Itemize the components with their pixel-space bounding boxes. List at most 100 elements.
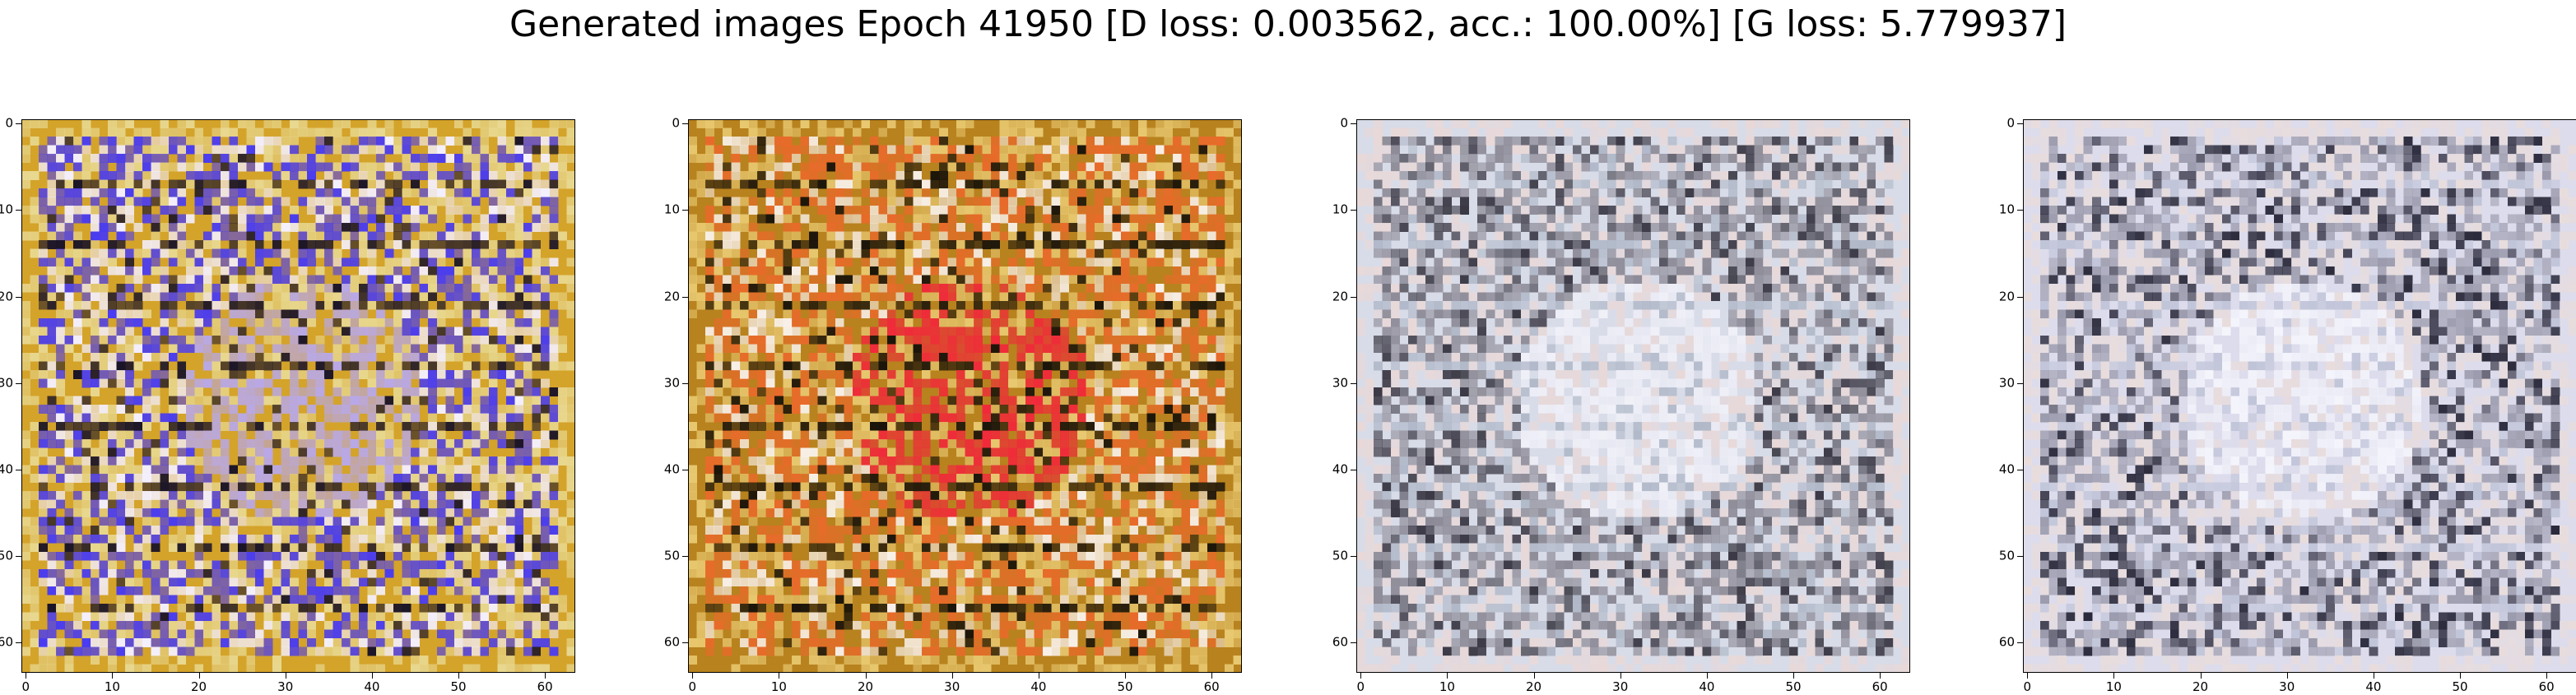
y-tick-label: 0 — [1340, 115, 1348, 131]
y-tick-mark — [16, 210, 21, 211]
x-tick-label: 40 — [2365, 679, 2382, 694]
x-tick-label: 0 — [1356, 679, 1365, 694]
x-tick-label: 10 — [2105, 679, 2122, 694]
y-tick-mark — [2017, 123, 2023, 125]
x-tick-label: 30 — [277, 679, 294, 694]
y-tick-label: 30 — [663, 375, 680, 391]
x-tick-mark — [2113, 673, 2115, 679]
x-tick-mark — [865, 673, 867, 679]
x-tick-mark — [951, 673, 953, 679]
y-tick-label: 60 — [1332, 634, 1348, 650]
x-tick-mark — [1125, 673, 1127, 679]
y-tick-mark — [16, 382, 21, 384]
y-tick-label: 40 — [1998, 461, 2015, 477]
x-tick-mark — [2286, 673, 2288, 679]
x-tick-mark — [692, 673, 694, 679]
y-tick-mark — [1351, 642, 1356, 644]
y-tick-mark — [1351, 382, 1356, 384]
x-tick-mark — [1706, 673, 1708, 679]
y-tick-mark — [682, 382, 688, 384]
x-tick-label: 60 — [1203, 679, 1220, 694]
y-tick-mark — [2017, 642, 2023, 644]
x-tick-label: 40 — [1699, 679, 1715, 694]
y-tick-label: 10 — [1332, 202, 1348, 217]
y-tick-mark — [2017, 556, 2023, 558]
y-tick-label: 0 — [2006, 115, 2015, 131]
x-tick-label: 10 — [104, 679, 120, 694]
x-tick-mark — [2460, 673, 2462, 679]
image-panel-4: 0 0 10 10 20 20 30 30 40 40 50 50 60 60 — [1999, 117, 2576, 693]
y-tick-mark — [2017, 382, 2023, 384]
x-tick-label: 0 — [21, 679, 30, 694]
x-tick-label: 30 — [1612, 679, 1629, 694]
y-tick-label: 30 — [1332, 375, 1348, 391]
y-tick-mark — [1351, 210, 1356, 211]
x-tick-label: 60 — [1872, 679, 1888, 694]
x-tick-label: 60 — [2538, 679, 2555, 694]
x-tick-mark — [458, 673, 460, 679]
x-tick-mark — [545, 673, 546, 679]
image-panel-2: 0 0 10 10 20 20 30 30 40 40 50 50 60 60 — [664, 117, 1242, 693]
image-panel-1: 0 0 10 10 20 20 30 30 40 40 50 50 60 60 — [0, 117, 575, 693]
y-tick-mark — [16, 556, 21, 558]
y-tick-mark — [1351, 296, 1356, 298]
y-tick-label: 20 — [0, 289, 13, 304]
y-tick-label: 50 — [0, 548, 13, 563]
x-tick-label: 40 — [364, 679, 380, 694]
x-tick-mark — [1447, 673, 1448, 679]
y-tick-mark — [682, 210, 688, 211]
y-tick-mark — [682, 123, 688, 125]
y-tick-label: 20 — [663, 289, 680, 304]
x-tick-mark — [2027, 673, 2029, 679]
x-tick-label: 0 — [2023, 679, 2032, 694]
x-tick-mark — [1620, 673, 1621, 679]
y-tick-label: 30 — [0, 375, 13, 391]
x-tick-mark — [112, 673, 114, 679]
x-tick-label: 20 — [858, 679, 874, 694]
y-tick-label: 60 — [663, 634, 680, 650]
x-tick-label: 50 — [450, 679, 467, 694]
x-tick-label: 40 — [1030, 679, 1047, 694]
y-tick-label: 0 — [5, 115, 13, 131]
x-tick-label: 0 — [688, 679, 697, 694]
x-tick-mark — [371, 673, 373, 679]
generated-image-3 — [1356, 119, 1910, 673]
y-tick-mark — [16, 642, 21, 644]
y-tick-label: 60 — [1998, 634, 2015, 650]
y-tick-label: 10 — [1998, 202, 2015, 217]
x-tick-mark — [1880, 673, 1881, 679]
y-tick-label: 20 — [1332, 289, 1348, 304]
y-tick-label: 30 — [1998, 375, 2015, 391]
y-tick-label: 40 — [0, 461, 13, 477]
y-tick-mark — [2017, 210, 2023, 211]
x-tick-label: 10 — [770, 679, 787, 694]
x-tick-label: 10 — [1439, 679, 1455, 694]
x-tick-mark — [2546, 673, 2548, 679]
y-tick-mark — [16, 123, 21, 125]
y-tick-mark — [682, 556, 688, 558]
y-tick-mark — [682, 296, 688, 298]
y-tick-mark — [1351, 123, 1356, 125]
y-tick-label: 10 — [0, 202, 13, 217]
y-tick-mark — [16, 296, 21, 298]
x-tick-label: 20 — [1526, 679, 1542, 694]
image-panel-3: 0 0 10 10 20 20 30 30 40 40 50 50 60 60 — [1332, 117, 1910, 693]
y-tick-label: 10 — [663, 202, 680, 217]
x-tick-label: 50 — [1117, 679, 1133, 694]
generated-image-1 — [21, 119, 575, 673]
y-tick-label: 50 — [663, 548, 680, 563]
y-tick-label: 50 — [1998, 548, 2015, 563]
x-tick-mark — [1793, 673, 1795, 679]
x-tick-label: 60 — [537, 679, 553, 694]
y-tick-label: 0 — [672, 115, 680, 131]
y-tick-label: 20 — [1998, 289, 2015, 304]
x-tick-label: 30 — [944, 679, 960, 694]
x-tick-label: 50 — [1785, 679, 1802, 694]
y-tick-mark — [682, 642, 688, 644]
figure-title: Generated images Epoch 41950 [D loss: 0.… — [509, 3, 2067, 45]
y-tick-mark — [2017, 296, 2023, 298]
x-tick-mark — [1533, 673, 1535, 679]
y-tick-label: 60 — [0, 634, 13, 650]
x-tick-mark — [1211, 673, 1213, 679]
x-tick-mark — [2200, 673, 2202, 679]
